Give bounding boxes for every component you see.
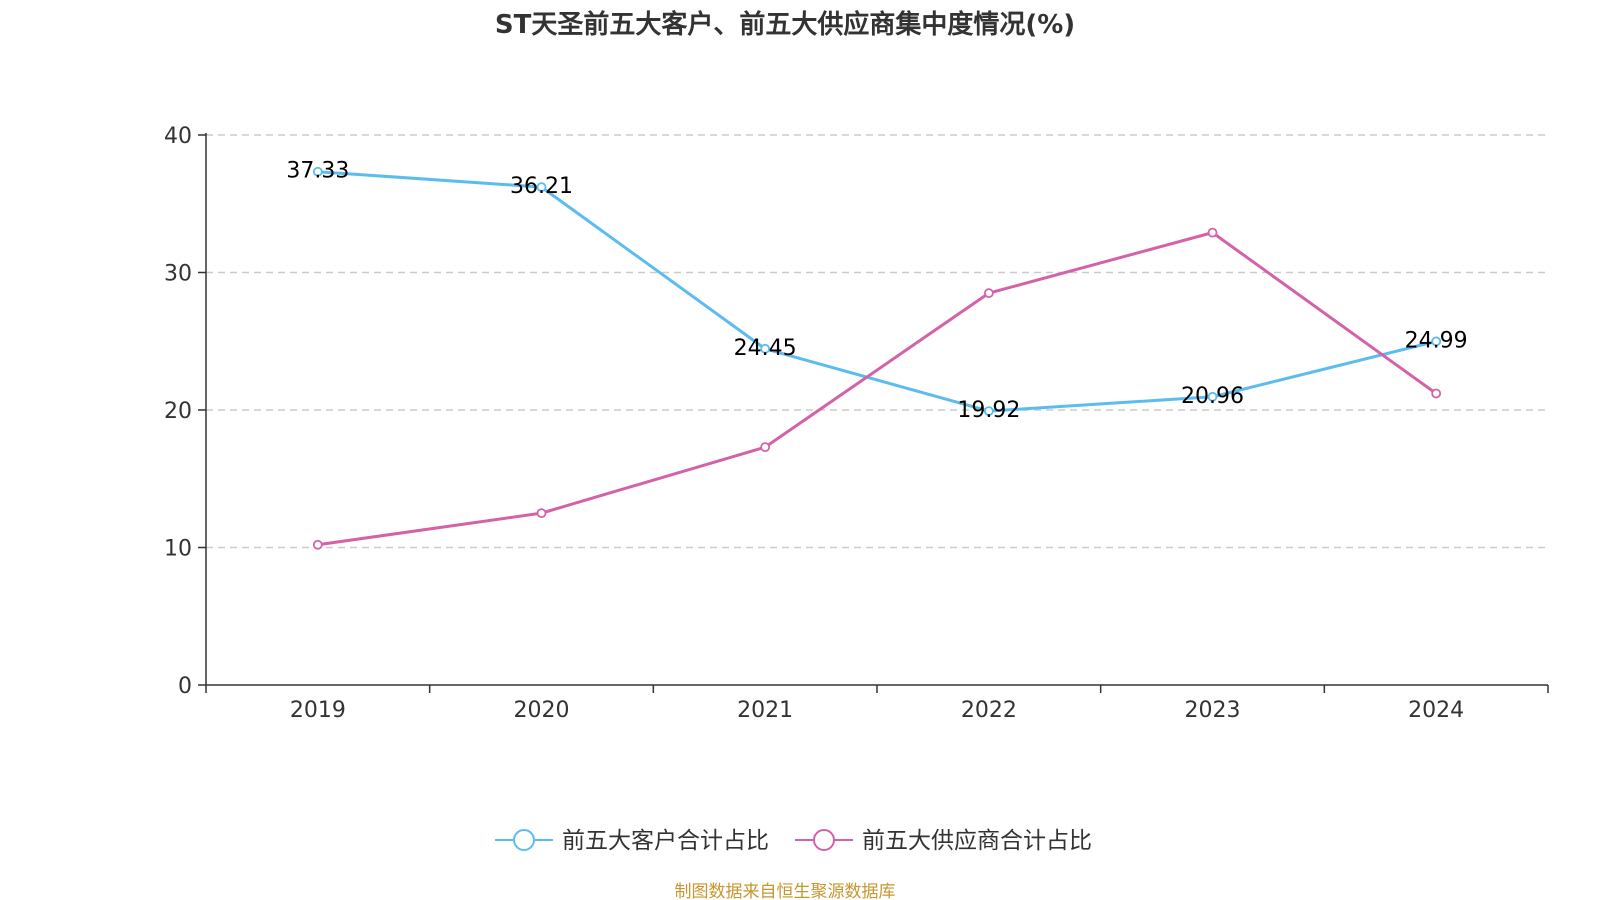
customer-point-2024 — [1431, 336, 1442, 347]
x-tick-label-2021: 2021 — [737, 698, 793, 723]
customer-data-label-2023: 20.96 — [1181, 384, 1244, 409]
customer-point-2020 — [536, 182, 547, 193]
x-tick-label-2022: 2022 — [961, 698, 1017, 723]
source-note: 制图数据来自恒生聚源数据库 — [675, 882, 896, 900]
y-tick-label-30: 30 — [164, 262, 192, 287]
customer-data-label-2020: 36.21 — [510, 174, 573, 199]
customer-data-label-2019: 37.33 — [286, 159, 349, 184]
customer-point-2021 — [760, 343, 771, 354]
supplier-point-2020 — [536, 508, 547, 519]
x-tick-label-2020: 2020 — [514, 698, 570, 723]
supplier-series-line — [317, 231, 1438, 547]
customer-point-2023 — [1207, 391, 1218, 402]
supplier-point-2024 — [1431, 388, 1442, 399]
legend-item-customer[interactable]: 前五大客户合计占比 — [495, 828, 769, 854]
customer-data-label-2022: 19.92 — [957, 398, 1020, 423]
supplier-point-2023 — [1207, 227, 1218, 238]
legend-supplier-marker-icon — [813, 829, 835, 851]
y-tick-label-0: 0 — [178, 674, 192, 699]
customer-data-label-2021: 24.45 — [734, 336, 797, 361]
gridlines — [206, 134, 1548, 549]
supplier-point-2021 — [760, 442, 771, 453]
legend-item-supplier[interactable]: 前五大供应商合计占比 — [795, 828, 1092, 854]
customer-data-label-2024: 24.99 — [1405, 328, 1468, 353]
customer-point-2019 — [312, 166, 323, 177]
customer-series-line — [317, 170, 1437, 413]
x-tick-label-2023: 2023 — [1185, 698, 1241, 723]
y-tick-label-40: 40 — [164, 124, 192, 149]
x-tick-label-2024: 2024 — [1408, 698, 1464, 723]
legend-supplier-label: 前五大供应商合计占比 — [862, 828, 1092, 854]
legend-customer-marker-icon — [513, 829, 535, 851]
series-lines — [312, 166, 1442, 550]
axes: 0 10 20 30 40 2019 2020 2021 2022 2023 2024 — [164, 124, 1549, 723]
supplier-point-2019 — [312, 539, 323, 550]
x-tick-label-2019: 2019 — [290, 698, 346, 723]
supplier-point-2022 — [983, 288, 994, 299]
customer-point-2022 — [983, 406, 994, 417]
legend-customer-label: 前五大客户合计占比 — [562, 828, 769, 854]
legend[interactable]: 前五大客户合计占比 前五大供应商合计占比 — [495, 828, 1092, 854]
chart-title: ST天圣前五大客户、前五大供应商集中度情况(%) — [495, 9, 1075, 40]
data-labels: 37.33 36.21 24.45 19.92 20.96 24.99 — [286, 159, 1467, 423]
y-tick-label-20: 20 — [164, 399, 192, 424]
y-tick-label-10: 10 — [164, 537, 192, 562]
